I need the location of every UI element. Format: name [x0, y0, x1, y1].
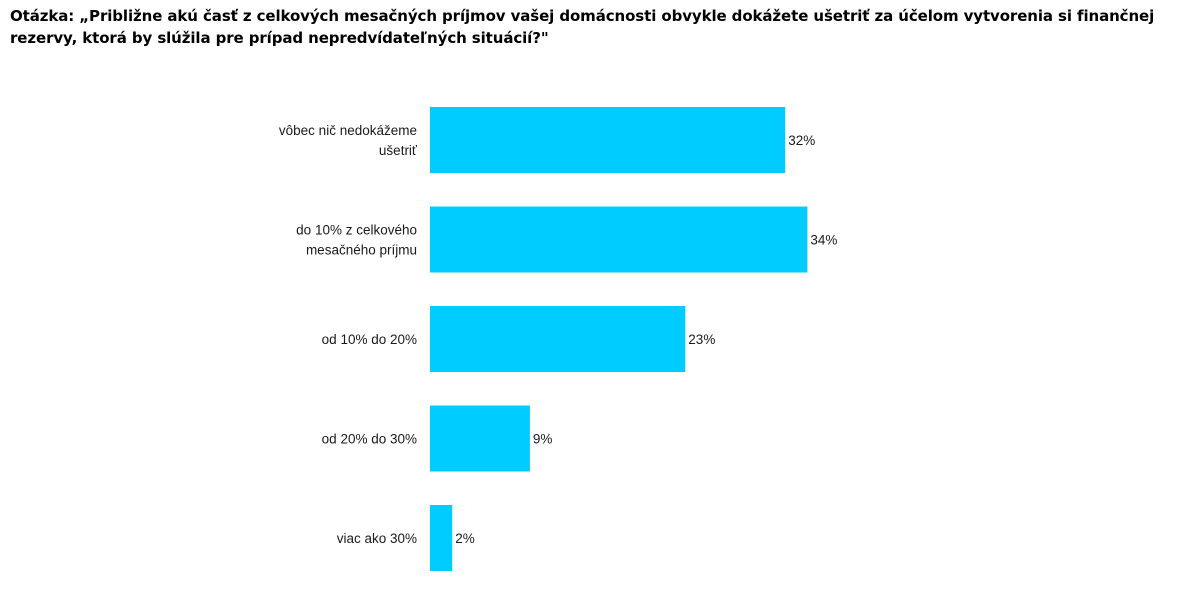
bar: [430, 107, 786, 173]
category-label: od 10% do 20%: [322, 332, 417, 347]
category-label: vôbec nič nedokážeme: [279, 123, 417, 138]
category-label: ušetriť: [379, 143, 418, 158]
data-label: 2%: [455, 531, 475, 546]
bar: [430, 505, 453, 571]
category-label: od 20% do 30%: [322, 432, 417, 447]
plot-area: 32% vôbec nič nedokážeme ušetriť 34% do 10% …: [279, 107, 837, 571]
data-label: 32%: [788, 133, 815, 148]
category-label: mesačného príjmu: [306, 243, 417, 258]
data-label: 23%: [688, 332, 715, 347]
bar: [430, 306, 686, 372]
category-label: do 10% z celkového: [296, 223, 417, 238]
category-label: viac ako 30%: [337, 531, 417, 546]
chart-title: Otázka: „Približne akú časť z celkových …: [10, 7, 1155, 47]
data-label: 34%: [810, 233, 837, 248]
data-label: 9%: [533, 432, 553, 447]
bar: [430, 206, 808, 273]
bar: [430, 405, 530, 472]
